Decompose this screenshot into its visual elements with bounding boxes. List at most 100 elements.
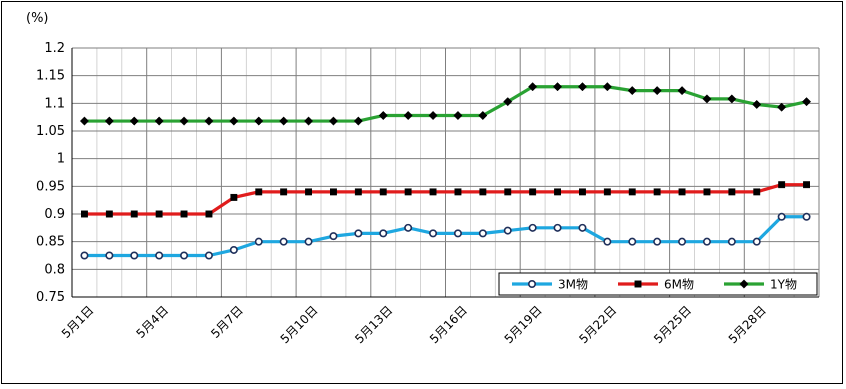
data-point	[404, 188, 412, 196]
data-point	[579, 188, 586, 196]
data-point	[628, 237, 637, 246]
grid-layer	[71, 47, 820, 298]
data-point	[305, 188, 313, 196]
x-tick-label: 5月25日	[651, 303, 694, 346]
data-point	[479, 188, 487, 196]
data-point	[428, 110, 438, 121]
data-point	[105, 210, 113, 218]
data-point	[330, 188, 337, 196]
data-point	[678, 188, 686, 196]
data-point	[553, 223, 562, 232]
data-point	[503, 226, 512, 235]
data-point	[353, 116, 363, 126]
data-point	[453, 229, 462, 238]
data-point	[155, 210, 163, 218]
data-point	[777, 212, 786, 221]
data-point	[105, 251, 114, 260]
data-point	[504, 188, 512, 196]
data-point	[552, 82, 563, 92]
x-tick-label: 5月1日	[59, 303, 97, 341]
data-point	[130, 251, 139, 260]
data-point	[728, 188, 736, 196]
data-point	[379, 229, 388, 238]
data-point	[602, 82, 612, 92]
y-tick-label: 1.1	[44, 96, 65, 111]
legend-item: 3M物	[512, 278, 588, 292]
data-point	[104, 116, 114, 126]
data-point	[303, 116, 314, 126]
data-point	[603, 237, 612, 246]
legend-label: 3M物	[558, 278, 588, 292]
data-point	[255, 188, 263, 196]
data-point	[79, 116, 90, 126]
data-point	[429, 188, 437, 196]
data-point	[204, 251, 213, 260]
data-point	[354, 188, 362, 196]
data-point	[777, 102, 787, 112]
data-point	[354, 229, 363, 238]
data-point	[155, 251, 164, 260]
legend-item: 1Y物	[724, 278, 797, 292]
data-point	[204, 116, 214, 126]
data-point	[229, 245, 238, 254]
y-tick-label: 1.2	[44, 41, 65, 56]
chart-frame: 0.75 0.8 0.85 0.9 0.95 1 1.05 1.1 1.15 1.2 5月1日 5月4…	[1, 1, 843, 384]
data-point	[652, 86, 662, 96]
data-point	[280, 188, 288, 196]
data-point	[703, 188, 711, 196]
y-tick-label: 0.85	[36, 235, 65, 250]
data-point	[279, 237, 288, 246]
data-point	[727, 94, 737, 104]
data-point	[503, 97, 513, 107]
data-point	[205, 210, 213, 218]
data-point	[527, 279, 536, 288]
data-point	[727, 237, 736, 246]
y-tick-label: 1.15	[36, 69, 65, 84]
y-tick-label: 0.8	[44, 262, 65, 277]
x-tick-label: 5月28日	[726, 303, 769, 346]
data-point	[304, 237, 313, 246]
data-point	[454, 188, 462, 196]
series-line	[84, 183, 807, 216]
data-point	[528, 82, 538, 92]
data-point	[578, 223, 587, 232]
series-layer	[79, 82, 812, 260]
data-point	[478, 110, 488, 121]
y-tick-label: 1.05	[36, 124, 65, 139]
series-1Y物	[79, 82, 812, 126]
data-point	[254, 116, 264, 126]
data-point	[529, 188, 537, 196]
data-point	[378, 110, 388, 121]
data-point	[129, 116, 139, 126]
data-point	[80, 251, 89, 260]
data-point	[130, 210, 138, 218]
data-point	[653, 237, 662, 246]
data-point	[180, 251, 189, 260]
data-point	[229, 116, 239, 126]
data-point	[753, 188, 761, 196]
data-point	[230, 193, 238, 201]
data-point	[179, 116, 189, 126]
data-point	[678, 237, 687, 246]
series-line	[84, 215, 807, 258]
data-point	[154, 116, 164, 126]
data-point	[752, 237, 761, 246]
data-point	[803, 181, 810, 189]
legend: 3M物 6M物 1Y物	[498, 272, 818, 296]
legend-label: 1Y物	[770, 278, 797, 292]
data-point	[627, 86, 637, 96]
data-point	[702, 237, 711, 246]
data-point	[628, 188, 636, 196]
data-point	[801, 97, 812, 107]
y-tick-label: 0.95	[36, 179, 65, 194]
data-point	[577, 82, 588, 92]
x-tick-label: 5月22日	[576, 303, 619, 346]
data-point	[478, 229, 487, 238]
data-point	[329, 232, 338, 241]
data-point	[453, 110, 463, 121]
data-point	[429, 229, 438, 238]
x-tick-label: 5月19日	[502, 303, 545, 346]
y-unit-label: (%)	[26, 11, 49, 26]
data-point	[634, 280, 642, 288]
y-tick-label: 1	[57, 152, 65, 167]
